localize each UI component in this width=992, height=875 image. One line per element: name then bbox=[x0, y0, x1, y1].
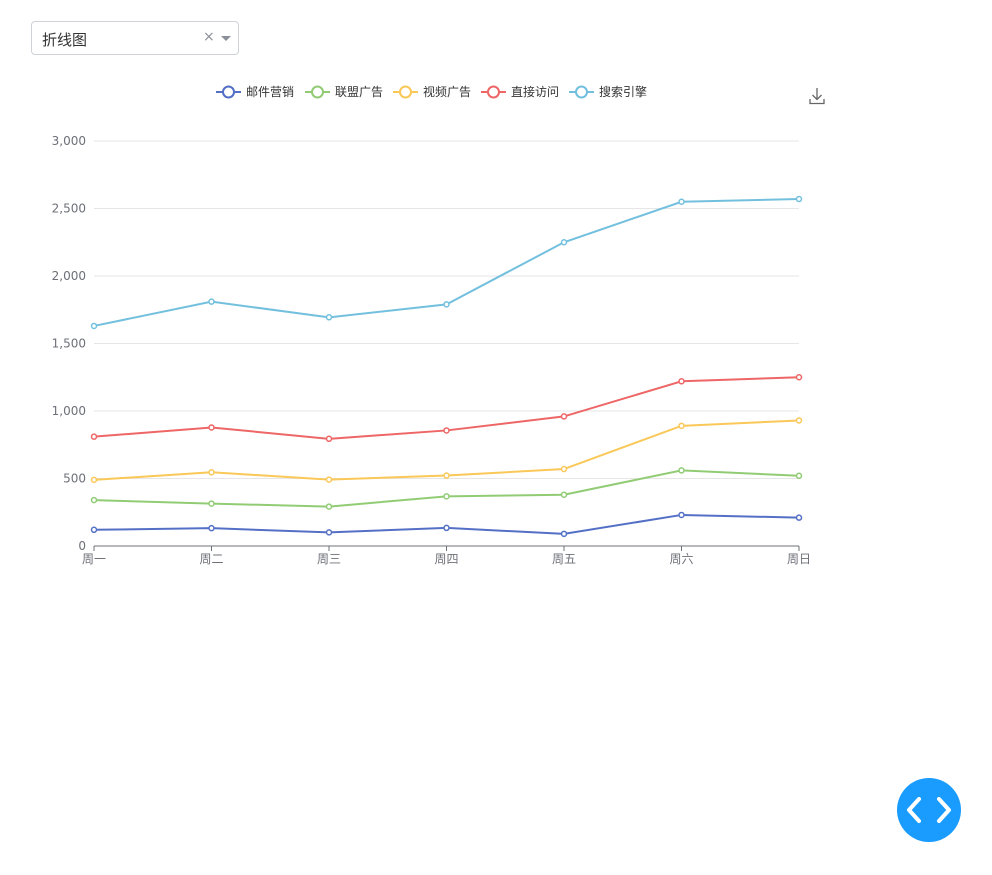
data-point[interactable] bbox=[443, 524, 450, 532]
x-tick-label: 周四 bbox=[434, 552, 458, 566]
data-point[interactable] bbox=[560, 530, 568, 538]
series-line bbox=[90, 417, 803, 484]
chevron-down-icon[interactable] bbox=[221, 36, 231, 41]
data-point[interactable] bbox=[560, 491, 568, 498]
y-tick-label: 500 bbox=[63, 472, 86, 486]
data-point[interactable] bbox=[795, 374, 803, 381]
x-tick-label: 周日 bbox=[787, 552, 811, 566]
data-point[interactable] bbox=[795, 514, 803, 521]
legend-item[interactable]: 视频广告 bbox=[393, 84, 471, 99]
data-point[interactable] bbox=[795, 417, 803, 424]
data-point[interactable] bbox=[325, 503, 333, 510]
data-point[interactable] bbox=[795, 195, 803, 203]
x-tick-label: 周三 bbox=[317, 552, 341, 566]
data-point[interactable] bbox=[208, 524, 215, 532]
legend-label: 直接访问 bbox=[511, 84, 559, 99]
legend-circle-icon bbox=[487, 85, 500, 99]
data-point[interactable] bbox=[325, 476, 333, 483]
legend-label: 联盟广告 bbox=[335, 85, 383, 99]
legend-label: 视频广告 bbox=[423, 84, 471, 99]
y-tick-label: 0 bbox=[78, 539, 86, 553]
data-point[interactable] bbox=[678, 467, 685, 474]
data-point[interactable] bbox=[678, 422, 685, 430]
x-axis: 周一 周二 周三 周四 周五 周六 周日 bbox=[82, 545, 811, 566]
data-point[interactable] bbox=[443, 301, 450, 308]
data-point[interactable] bbox=[560, 239, 568, 246]
data-point[interactable] bbox=[678, 511, 685, 519]
x-tick-label: 周五 bbox=[552, 552, 576, 566]
chart-type-select[interactable]: 折线图 × bbox=[31, 21, 239, 55]
y-tick-label: 1,500 bbox=[52, 337, 86, 351]
y-tick-label: 3,000 bbox=[52, 134, 86, 148]
data-point[interactable] bbox=[208, 500, 215, 507]
series-line bbox=[90, 195, 803, 330]
data-point[interactable] bbox=[443, 427, 450, 434]
legend[interactable]: 邮件营销 联盟广告 视频广告 直接访问 搜索引擎 bbox=[216, 84, 647, 99]
series-line bbox=[90, 511, 803, 538]
data-point[interactable] bbox=[443, 493, 450, 500]
grid-lines bbox=[94, 140, 799, 479]
code-view-button[interactable] bbox=[897, 778, 961, 842]
data-point[interactable] bbox=[90, 433, 98, 440]
data-point[interactable] bbox=[795, 472, 803, 480]
series-group bbox=[90, 195, 803, 538]
legend-item[interactable]: 搜索引擎 bbox=[569, 84, 647, 99]
line-chart: 0 500 1,000 1,500 2,000 2,500 3,000 周一 周二 周三 周四 周五… bbox=[52, 84, 828, 566]
legend-label: 搜索引擎 bbox=[599, 84, 647, 99]
legend-circle-icon bbox=[399, 85, 412, 99]
data-point[interactable] bbox=[325, 435, 333, 443]
data-point[interactable] bbox=[560, 465, 568, 473]
y-axis: 0 500 1,000 1,500 2,000 2,500 3,000 bbox=[52, 134, 86, 553]
y-tick-label: 2,500 bbox=[52, 202, 86, 216]
clear-icon[interactable]: × bbox=[203, 29, 215, 45]
download-icon[interactable] bbox=[806, 84, 828, 106]
data-point[interactable] bbox=[208, 469, 215, 476]
legend-item[interactable]: 邮件营销 bbox=[216, 85, 294, 99]
data-point[interactable] bbox=[443, 472, 450, 479]
data-point[interactable] bbox=[325, 314, 333, 321]
series-line bbox=[90, 467, 803, 510]
data-point[interactable] bbox=[325, 529, 333, 536]
data-point[interactable] bbox=[90, 526, 98, 534]
x-tick-label: 周六 bbox=[669, 552, 693, 566]
code-icon bbox=[907, 797, 951, 823]
legend-item[interactable]: 联盟广告 bbox=[305, 85, 383, 99]
legend-item[interactable]: 直接访问 bbox=[481, 84, 559, 99]
legend-label: 邮件营销 bbox=[246, 85, 294, 99]
data-point[interactable] bbox=[678, 378, 685, 385]
x-tick-label: 周一 bbox=[82, 552, 106, 566]
data-point[interactable] bbox=[208, 298, 215, 305]
data-point[interactable] bbox=[90, 322, 98, 330]
data-point[interactable] bbox=[678, 198, 685, 205]
y-tick-label: 2,000 bbox=[52, 269, 86, 283]
legend-circle-icon bbox=[575, 85, 588, 99]
data-point[interactable] bbox=[90, 476, 98, 484]
y-tick-label: 1,000 bbox=[52, 404, 86, 418]
data-point[interactable] bbox=[560, 413, 568, 420]
data-point[interactable] bbox=[208, 424, 215, 431]
series-line bbox=[90, 374, 803, 443]
legend-circle-icon bbox=[311, 85, 324, 99]
x-tick-label: 周二 bbox=[199, 552, 223, 566]
select-value: 折线图 bbox=[42, 31, 88, 49]
data-point[interactable] bbox=[90, 496, 98, 504]
legend-circle-icon bbox=[222, 85, 235, 99]
